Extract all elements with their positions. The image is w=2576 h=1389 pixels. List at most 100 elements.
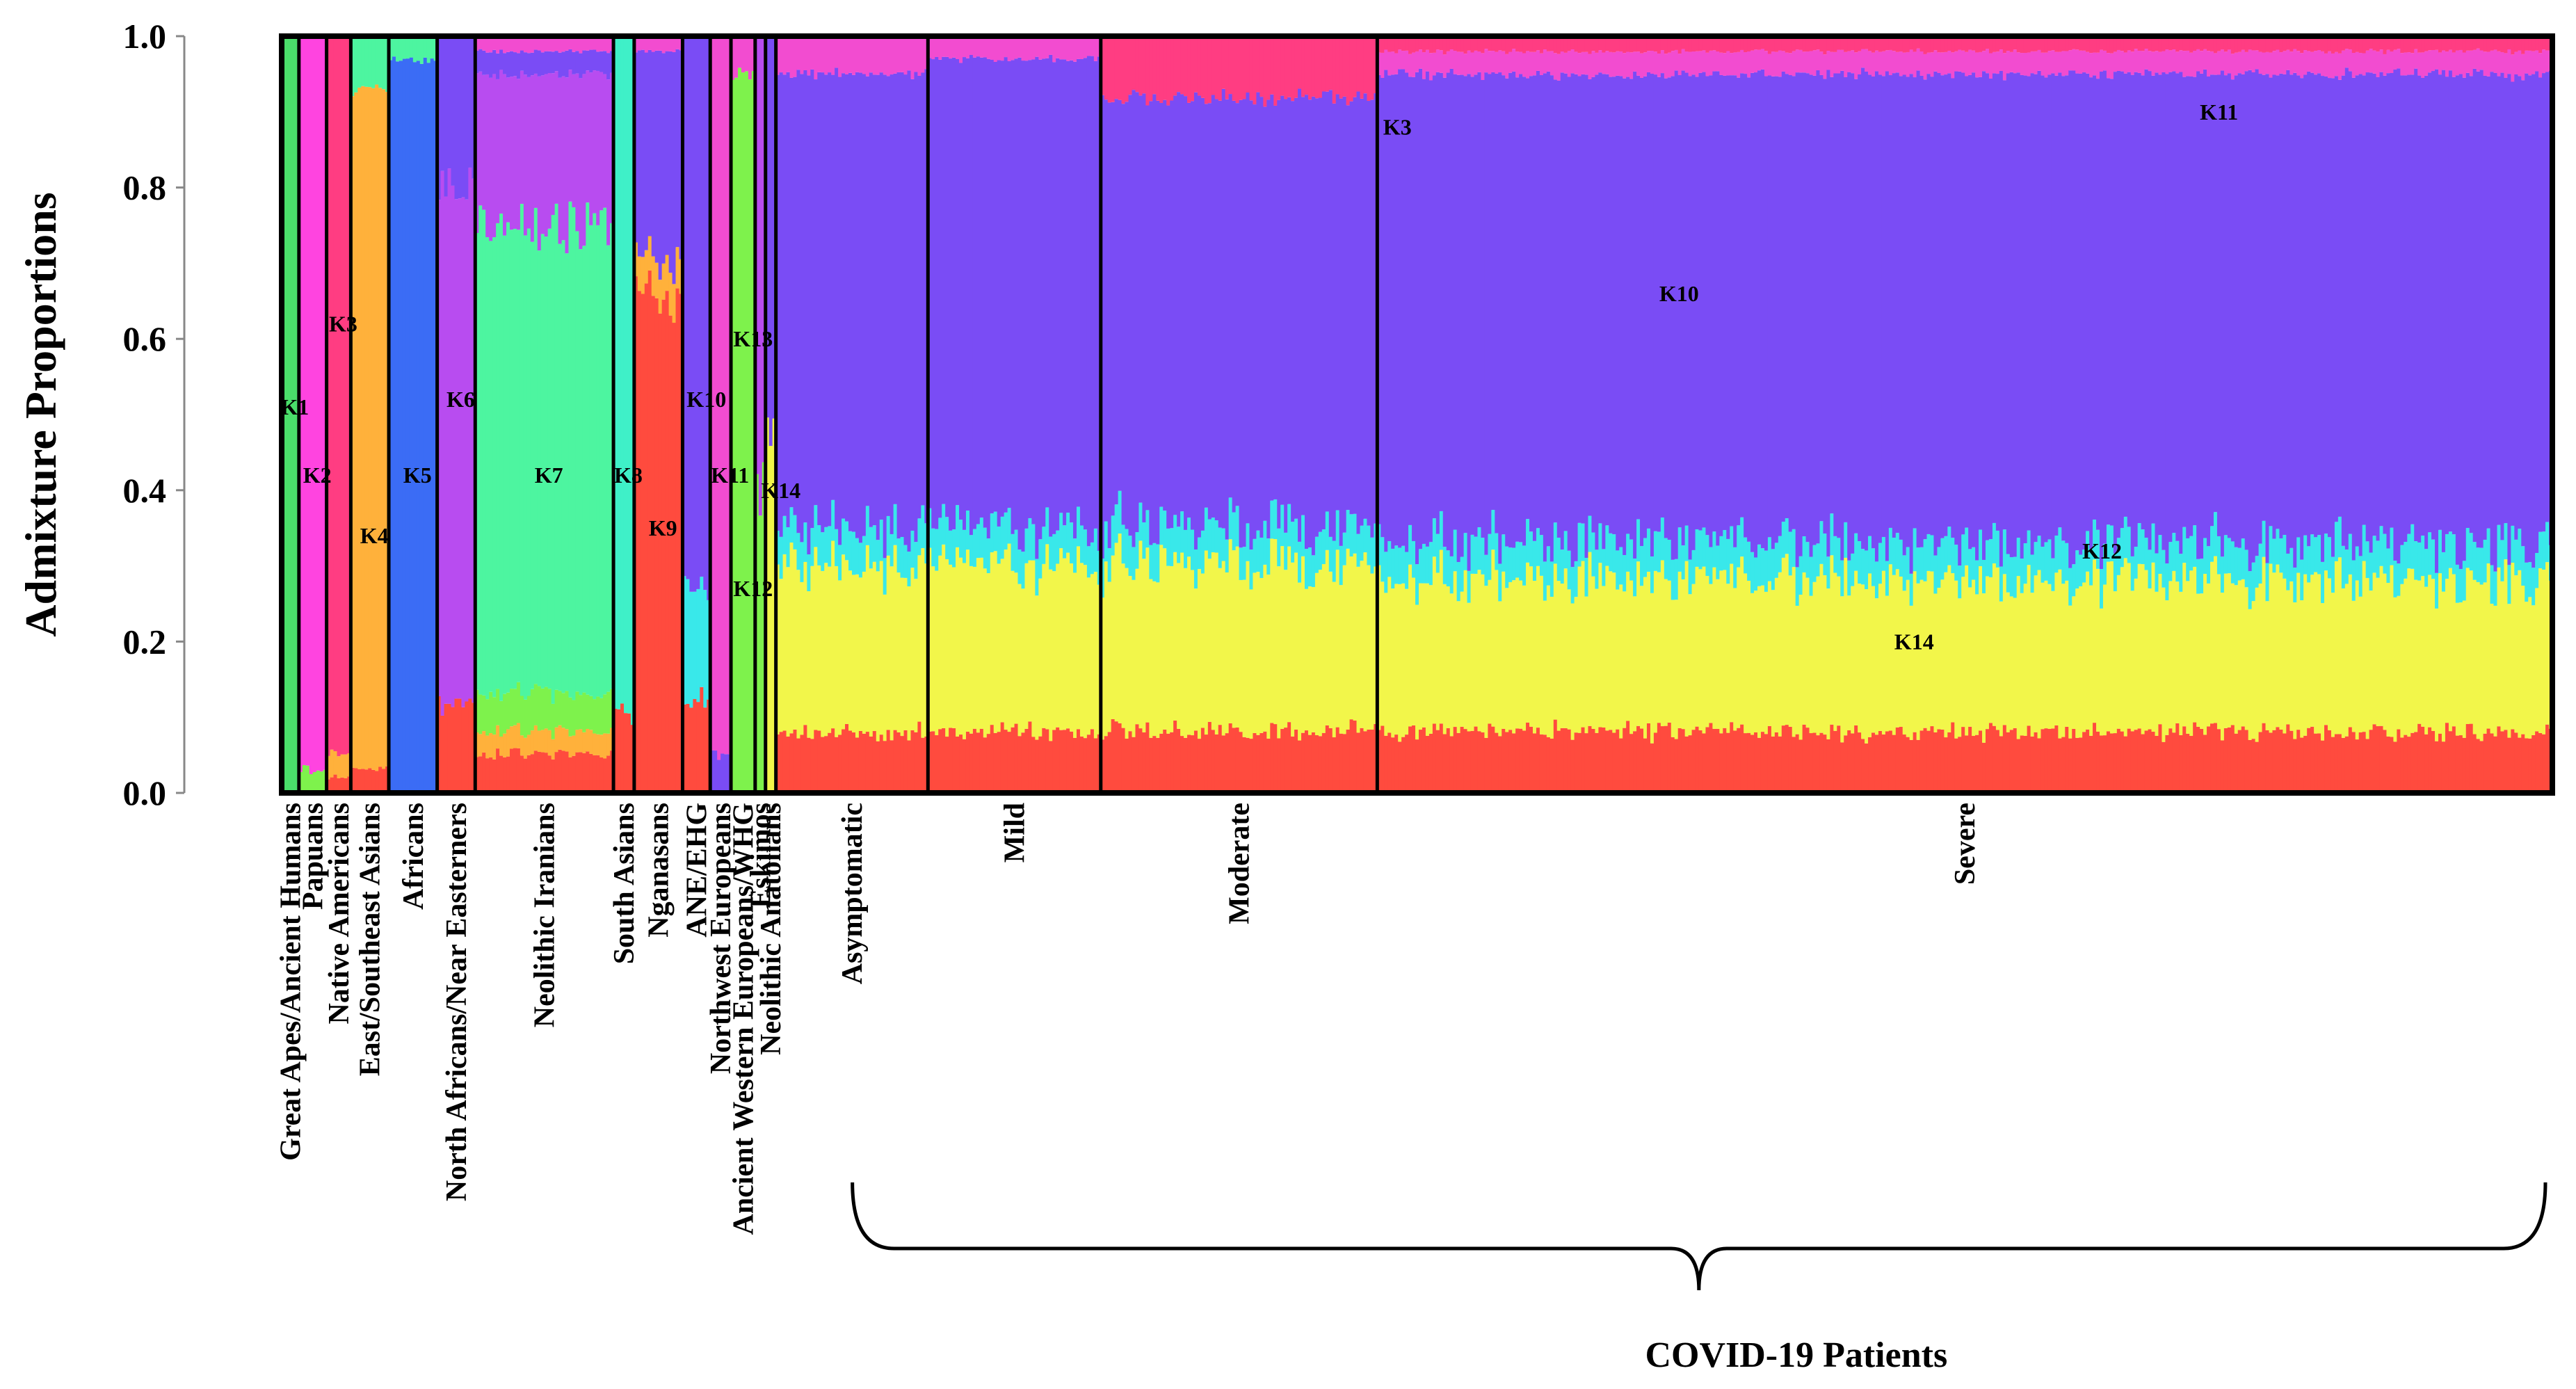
admixture-segment-k11 <box>1522 53 1527 77</box>
admixture-segment-k11 <box>1090 36 1095 56</box>
admixture-segment-k7 <box>547 228 552 689</box>
admixture-segment-k14 <box>1502 571 1506 729</box>
admixture-segment-k14 <box>2040 582 2045 730</box>
admixture-segment-k14 <box>1321 563 1326 733</box>
admixture-segment-k11 <box>1553 53 1558 80</box>
admixture-segment-k10 <box>2486 76 2491 529</box>
admixture-segment-k14 <box>883 594 887 741</box>
admixture-segment-k9 <box>1121 728 1126 793</box>
admixture-segment-k10 <box>1646 72 1651 529</box>
admixture-segment-k3 <box>1398 36 1402 50</box>
admixture-segment-k9 <box>2535 731 2539 793</box>
admixture-segment-k14 <box>1298 582 1302 741</box>
admixture-segment-k4 <box>530 730 535 755</box>
admixture-segment-k3 <box>1294 36 1298 98</box>
admixture-segment-k10 <box>1232 100 1237 513</box>
admixture-segment-k10 <box>2525 73 2529 563</box>
admixture-segment-k12 <box>1737 525 1741 568</box>
admixture-segment-k6 <box>596 70 600 225</box>
admixture-segment-k11 <box>1972 50 1976 73</box>
admixture-segment-k11 <box>1847 51 1851 72</box>
admixture-segment-k14 <box>1885 595 1890 732</box>
y-tick-label: 0.8 <box>123 168 167 207</box>
admixture-segment-k10 <box>1384 70 1388 552</box>
admixture-segment-k11 <box>2289 51 2294 75</box>
admixture-segment-k12 <box>1532 540 1537 581</box>
admixture-segment-k9 <box>499 755 504 793</box>
admixture-segment-k11 <box>1035 36 1039 57</box>
admixture-segment-k9 <box>368 768 372 793</box>
admixture-segment-k9 <box>2362 732 2367 793</box>
admixture-segment-k3 <box>1256 36 1260 93</box>
admixture-segment-k11 <box>1629 52 1634 79</box>
admixture-segment-k10 <box>1038 59 1043 540</box>
admixture-segment-k11 <box>2293 49 2297 73</box>
admixture-segment-k11 <box>2099 49 2104 72</box>
admixture-segment-k14 <box>2244 587 2249 730</box>
admixture-segment-k13 <box>603 694 607 734</box>
admixture-segment-k12 <box>2514 539 2518 576</box>
admixture-segment-k3 <box>1125 36 1129 102</box>
admixture-segment-k10 <box>1840 70 1844 561</box>
admixture-segment-k12 <box>1788 531 1793 576</box>
admixture-segment-k12 <box>1757 544 1762 586</box>
admixture-segment-k6 <box>544 74 549 237</box>
admixture-segment-k10 <box>2303 74 2308 536</box>
admixture-segment-k3 <box>1674 36 1679 50</box>
admixture-segment-k14 <box>2535 588 2539 732</box>
admixture-segment-k11 <box>1926 52 1931 74</box>
admixture-segment-k14 <box>2030 593 2035 737</box>
admixture-segment-k10 <box>454 36 459 200</box>
admixture-segment-k10 <box>1830 77 1834 514</box>
admixture-segment-k11 <box>1874 50 1879 72</box>
admixture-segment-k12 <box>2500 540 2505 581</box>
admixture-segment-k14 <box>2106 561 2111 732</box>
admixture-segment-k9 <box>1858 732 1862 793</box>
admixture-segment-k3 <box>1640 36 1644 54</box>
admixture-segment-k11 <box>1602 52 1606 74</box>
admixture-segment-k12 <box>1623 555 1627 592</box>
admixture-segment-k4 <box>641 257 645 294</box>
admixture-segment-k3 <box>1975 36 1979 53</box>
admixture-segment-k7 <box>506 222 510 693</box>
admixture-segment-k11 <box>1750 50 1755 73</box>
admixture-segment-k6 <box>482 74 486 210</box>
admixture-segment-k9 <box>2279 729 2283 793</box>
admixture-segment-k12 <box>1035 559 1039 596</box>
y-tick-label: 0.2 <box>123 622 167 661</box>
admixture-segment-k14 <box>1070 563 1074 732</box>
admixture-segment-k12 <box>1132 547 1136 580</box>
admixture-segment-k4 <box>340 754 345 778</box>
admixture-segment-k9 <box>917 721 921 793</box>
admixture-segment-k9 <box>1077 729 1081 793</box>
admixture-segment-k11 <box>2016 52 2021 73</box>
admixture-segment-k12 <box>1456 562 1461 602</box>
admixture-segment-k5 <box>412 62 417 794</box>
admixture-segment-k14 <box>2300 600 2304 738</box>
admixture-segment-k14 <box>2421 576 2425 727</box>
admixture-segment-k9 <box>1346 729 1351 793</box>
admixture-segment-k9 <box>1370 729 1374 793</box>
admixture-segment-k14 <box>1609 571 1613 730</box>
admixture-segment-k3 <box>1314 36 1319 99</box>
admixture-segment-k10 <box>1598 72 1602 524</box>
admixture-segment-k11 <box>1719 52 1723 75</box>
admixture-segment-k10 <box>1944 74 1948 536</box>
admixture-segment-k9 <box>963 739 967 793</box>
admixture-segment-k9 <box>2189 736 2193 793</box>
admixture-segment-k11 <box>1913 51 1917 78</box>
admixture-segment-k3 <box>1311 36 1316 97</box>
admixture-segment-k4 <box>351 96 355 768</box>
admixture-segment-k11 <box>1605 51 1609 74</box>
admixture-segment-k12 <box>1221 528 1226 561</box>
admixture-segment-k14 <box>1477 570 1482 732</box>
admixture-segment-k9 <box>2016 739 2021 793</box>
admixture-segment-k10 <box>1671 76 1675 560</box>
admixture-segment-k7 <box>523 235 528 700</box>
admixture-segment-k10 <box>2337 79 2342 517</box>
admixture-segment-k3 <box>2286 36 2290 50</box>
admixture-segment-k10 <box>1173 95 1177 515</box>
admixture-segment-k11 <box>1581 51 1586 74</box>
admixture-segment-k3 <box>1830 36 1834 52</box>
admixture-segment-k10 <box>1184 96 1188 530</box>
